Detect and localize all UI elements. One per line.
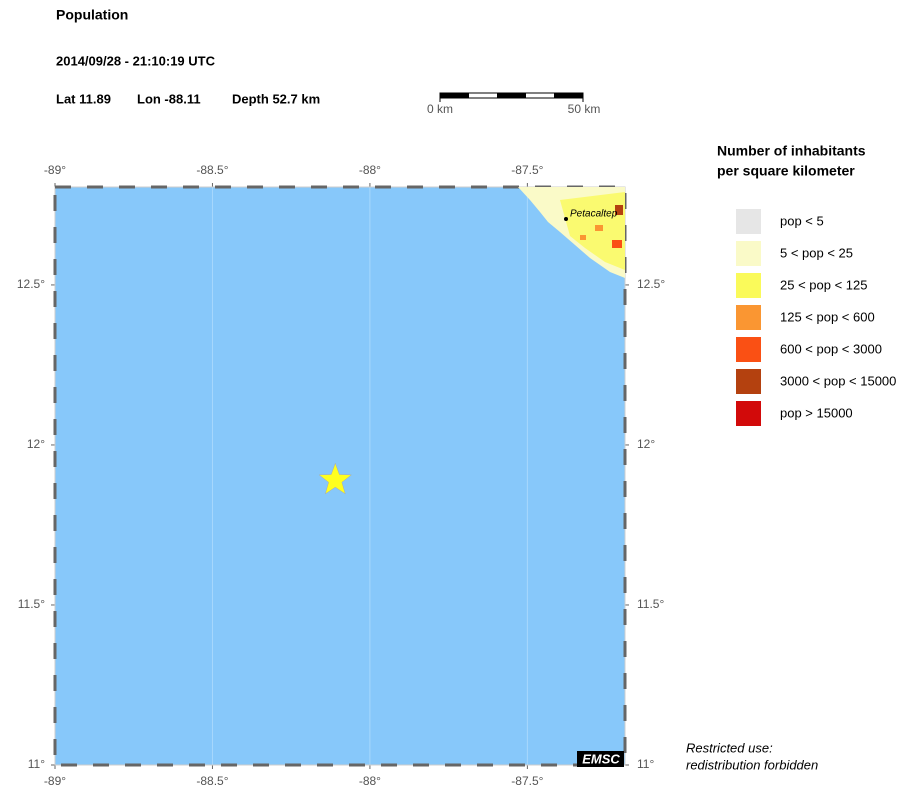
scale-start: 0 km (427, 102, 453, 116)
y-tick-label: 12° (637, 437, 655, 451)
y-tick-label: 12.5° (17, 277, 45, 291)
lat: Lat 11.89 (56, 91, 111, 106)
credit-box (577, 751, 624, 767)
x-tick-label: -89° (44, 163, 66, 177)
legend-swatch (736, 305, 761, 330)
scale-bar (439, 92, 584, 102)
legend-title: per square kilometer (717, 163, 855, 179)
title: Population (56, 7, 128, 23)
credit: EMSC (582, 751, 620, 766)
city-label: Petacaltep (570, 209, 618, 220)
legend-label: 600 < pop < 3000 (780, 341, 882, 356)
y-tick-label: 11° (637, 757, 654, 771)
legend-label: pop > 15000 (780, 405, 853, 420)
legend-swatch (736, 401, 761, 426)
x-tick-label: -88° (359, 163, 381, 177)
datetime: 2014/09/28 - 21:10:19 UTC (56, 53, 216, 68)
legend-swatch (736, 209, 761, 234)
y-tick-label: 11° (28, 757, 45, 771)
scale-end: 50 km (568, 102, 601, 116)
legend-label: 25 < pop < 125 (780, 277, 867, 292)
x-tick-label: -89° (44, 774, 66, 788)
legend-swatch (736, 337, 761, 362)
y-tick-label: 12° (27, 437, 45, 451)
legend-swatch (736, 273, 761, 298)
legend-label: 125 < pop < 600 (780, 309, 875, 324)
notice: Restricted use: (686, 740, 773, 755)
legend-swatch (736, 369, 761, 394)
legend-swatch (736, 241, 761, 266)
x-tick-label: -88° (359, 774, 381, 788)
depth: Depth 52.7 km (232, 91, 320, 106)
x-tick-label: -87.5° (511, 163, 543, 177)
notice: redistribution forbidden (686, 757, 818, 772)
x-tick-label: -87.5° (511, 774, 543, 788)
y-tick-label: 12.5° (637, 277, 665, 291)
y-tick-label: 11.5° (637, 597, 664, 611)
legend-label: 5 < pop < 25 (780, 245, 853, 260)
frame (54, 186, 626, 766)
y-tick-label: 11.5° (18, 597, 45, 611)
lon: Lon -88.11 (137, 91, 201, 106)
legend-title: Number of inhabitants (717, 143, 866, 159)
epicenter (318, 462, 353, 495)
legend-label: pop < 5 (780, 213, 824, 228)
legend: pop < 5 5 < pop < 25 25 < pop < 125 125 < p… (736, 209, 896, 426)
x-tick-label: -88.5° (196, 774, 228, 788)
land: Petacaltep (518, 187, 625, 278)
legend-label: 3000 < pop < 15000 (780, 373, 896, 388)
x-tick-label: -88.5° (196, 163, 228, 177)
